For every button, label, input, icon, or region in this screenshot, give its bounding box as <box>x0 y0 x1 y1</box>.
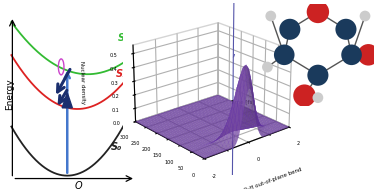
X-axis label: O-H out-of-plane bend: O-H out-of-plane bend <box>243 167 303 189</box>
Point <box>315 96 321 99</box>
Polygon shape <box>62 93 72 108</box>
Point <box>281 53 287 56</box>
Point <box>264 66 270 69</box>
Point <box>301 94 307 97</box>
Text: Energy: Energy <box>5 79 14 110</box>
Point <box>343 28 349 31</box>
Point <box>349 53 355 56</box>
Point <box>315 74 321 77</box>
Text: S₀: S₀ <box>110 142 122 152</box>
Point <box>365 53 371 56</box>
Text: S₂: S₂ <box>118 33 129 43</box>
Point <box>268 15 274 18</box>
Point <box>287 28 293 31</box>
Point <box>362 15 368 18</box>
Point <box>315 10 321 13</box>
Text: Q: Q <box>75 181 83 189</box>
Text: S₁: S₁ <box>116 69 127 79</box>
